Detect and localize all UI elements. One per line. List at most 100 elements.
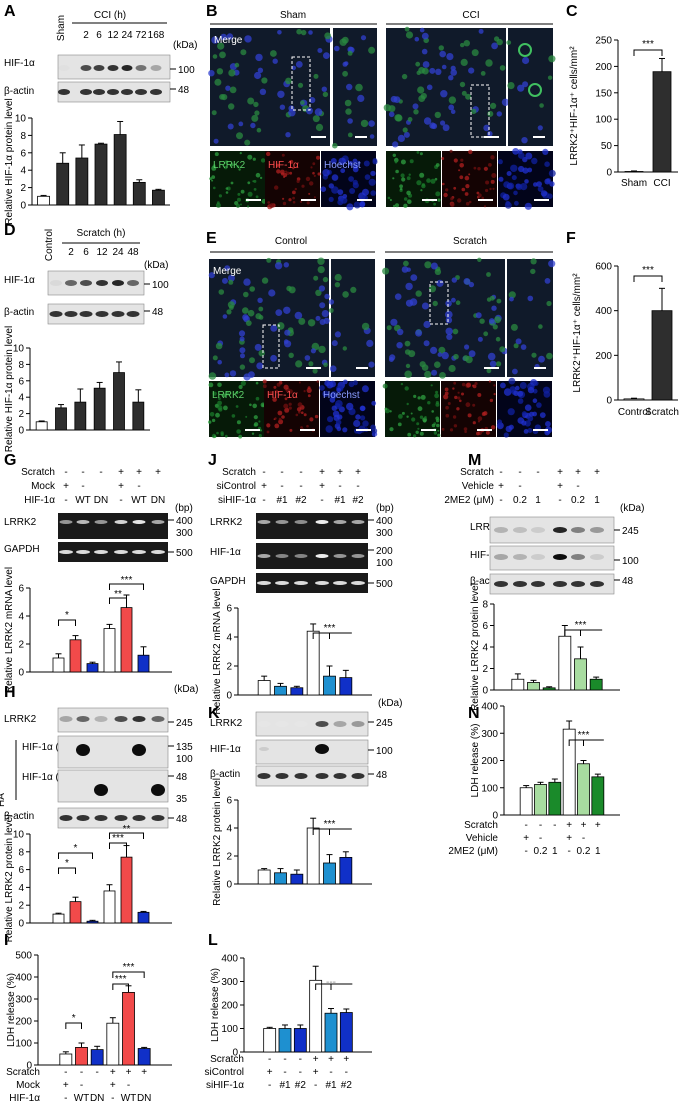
bar <box>137 1048 151 1066</box>
gel-band <box>315 554 329 558</box>
cell-spot <box>451 297 456 303</box>
cell-spot <box>538 324 543 329</box>
cell-spot <box>517 390 524 397</box>
blot-band <box>76 716 90 722</box>
gel-band <box>275 554 289 558</box>
bar <box>75 1047 88 1066</box>
condition-value: + <box>498 481 504 492</box>
y-tick-label: 300 <box>481 729 498 740</box>
cell-spot <box>404 370 413 379</box>
cell-spot <box>465 402 471 408</box>
cell-spot <box>489 398 494 403</box>
cell-spot <box>461 90 467 96</box>
cell-spot <box>463 427 468 431</box>
cell-spot <box>489 360 497 368</box>
condition-value: - <box>499 495 502 506</box>
scale-bar <box>306 367 321 369</box>
cell-spot <box>236 165 240 169</box>
cell-spot <box>251 114 259 122</box>
condition-value: + <box>557 481 563 492</box>
blot-band <box>127 280 139 286</box>
cell-spot <box>544 178 551 185</box>
lane-label: 24 <box>112 247 124 258</box>
cell-spot <box>292 200 296 204</box>
cell-spot <box>389 410 392 413</box>
cell-spot <box>513 190 518 196</box>
cell-spot <box>450 197 454 201</box>
bar <box>152 189 165 206</box>
cell-spot <box>433 202 436 206</box>
cell-spot <box>435 163 440 167</box>
panel-label: J <box>208 452 217 469</box>
cell-spot <box>520 344 527 350</box>
cell-spot <box>353 201 361 209</box>
cell-spot <box>209 177 213 181</box>
cell-spot <box>475 312 482 319</box>
cell-spot <box>370 190 377 196</box>
lane-label: 6 <box>96 30 102 41</box>
cell-spot <box>282 201 287 206</box>
cell-spot <box>419 415 424 419</box>
cell-spot <box>329 393 335 398</box>
blot-row-label: LRRK2 <box>4 714 37 725</box>
cell-spot <box>247 191 253 197</box>
cell-spot <box>235 203 241 208</box>
cell-spot <box>506 40 512 45</box>
condition-value: - <box>329 1067 332 1078</box>
cell-spot <box>420 394 426 400</box>
cell-spot <box>317 48 323 53</box>
condition-value: #2 <box>295 495 307 506</box>
cell-spot <box>455 300 461 306</box>
condition-value: - <box>338 481 341 492</box>
group-label: Sham <box>280 10 306 21</box>
condition-value: - <box>64 1093 67 1104</box>
cell-spot <box>436 279 444 287</box>
cell-spot <box>430 346 438 354</box>
condition-value: + <box>575 467 581 478</box>
condition-value: DN <box>137 1093 151 1104</box>
cell-spot <box>217 382 222 388</box>
bar <box>120 856 133 924</box>
blot-band <box>553 554 567 560</box>
cell-spot <box>317 266 325 274</box>
cell-spot <box>505 200 511 206</box>
condition-value: + <box>319 481 325 492</box>
cell-spot <box>424 370 432 378</box>
cell-spot <box>325 425 333 433</box>
cell-spot <box>403 131 410 138</box>
cell-spot <box>479 318 485 324</box>
cell-spot <box>490 179 495 184</box>
group-label: Scratch (h) <box>77 228 126 239</box>
cell-spot <box>276 169 281 174</box>
cell-spot <box>421 183 426 189</box>
gel-image <box>256 543 368 569</box>
cell-spot <box>527 167 533 173</box>
cell-spot <box>278 417 282 421</box>
cell-spot <box>423 117 432 125</box>
cell-spot <box>511 175 517 181</box>
cell-spot <box>284 340 292 348</box>
cell-spot <box>461 392 464 396</box>
cell-spot <box>468 281 475 288</box>
condition-value: - <box>518 481 521 492</box>
cell-spot <box>348 176 354 182</box>
cell-spot <box>334 273 342 282</box>
condition-value: - <box>299 1054 302 1065</box>
cell-spot <box>529 411 535 417</box>
sig-bracket <box>633 275 663 282</box>
condition-value: - <box>582 833 585 844</box>
y-tick-label: 0 <box>18 668 24 679</box>
bar <box>591 776 605 816</box>
cell-spot <box>507 82 515 90</box>
condition-value: - <box>268 1080 271 1091</box>
blot-band <box>50 280 62 286</box>
cell-spot <box>502 193 510 201</box>
cell-spot <box>220 432 224 437</box>
cell-spot <box>401 73 408 80</box>
cell-spot <box>522 156 528 163</box>
cell-spot <box>266 257 272 263</box>
cell-spot <box>277 410 283 416</box>
cell-spot <box>221 94 228 101</box>
y-tick-label: 0 <box>18 919 24 930</box>
cell-spot <box>276 322 285 330</box>
